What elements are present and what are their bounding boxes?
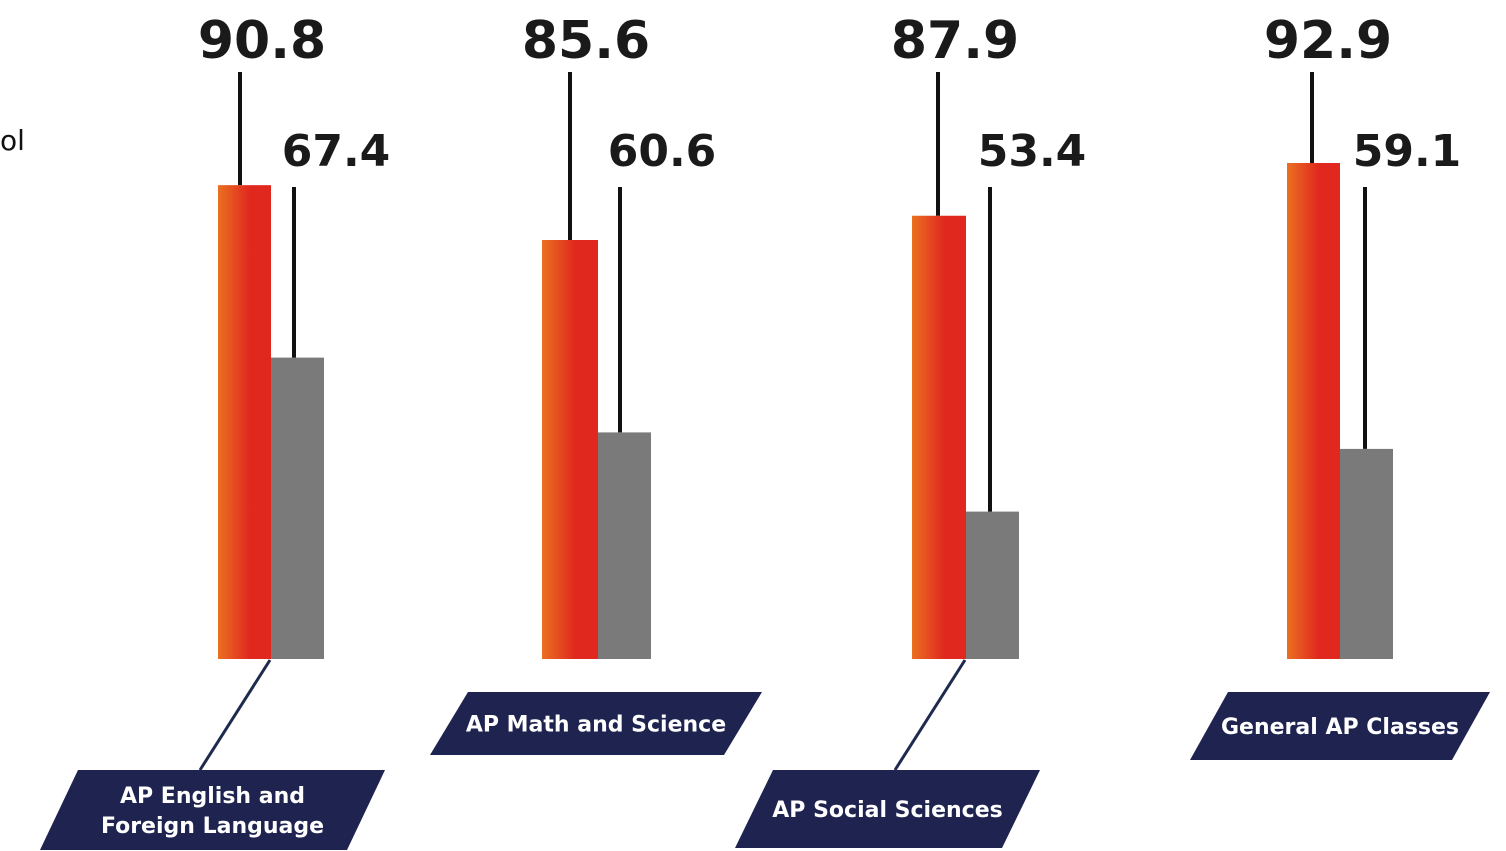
data-label: 85.6 [522,11,650,71]
data-label: 87.9 [891,11,1019,71]
bar-series2 [966,511,1019,659]
data-label: 90.8 [198,11,326,71]
leader-line [893,659,967,771]
category-banner [1190,692,1490,760]
category-banner [735,770,1040,848]
bar-series1 [1287,163,1340,659]
bar-series1 [912,215,966,659]
data-label: 67.4 [282,126,391,177]
bar-series2 [1340,448,1393,659]
bar-series2 [271,357,324,659]
data-label: 92.9 [1264,11,1392,71]
category-banner [40,770,385,850]
leader-line [198,659,272,771]
edge-text: ol [0,124,25,157]
bar-series1 [542,240,598,659]
category-banner [430,692,762,755]
category-label: AP Math and Science [466,713,726,738]
data-label: 59.1 [1353,126,1462,177]
bar-series1 [218,185,271,659]
data-label: 53.4 [978,126,1087,177]
category-label: AP Social Sciences [772,798,1002,823]
category-label: AP English and [120,784,305,809]
category-label: General AP Classes [1221,715,1459,740]
bar-series2 [598,432,651,659]
category-label: Foreign Language [101,814,324,839]
data-label: 60.6 [608,126,717,177]
